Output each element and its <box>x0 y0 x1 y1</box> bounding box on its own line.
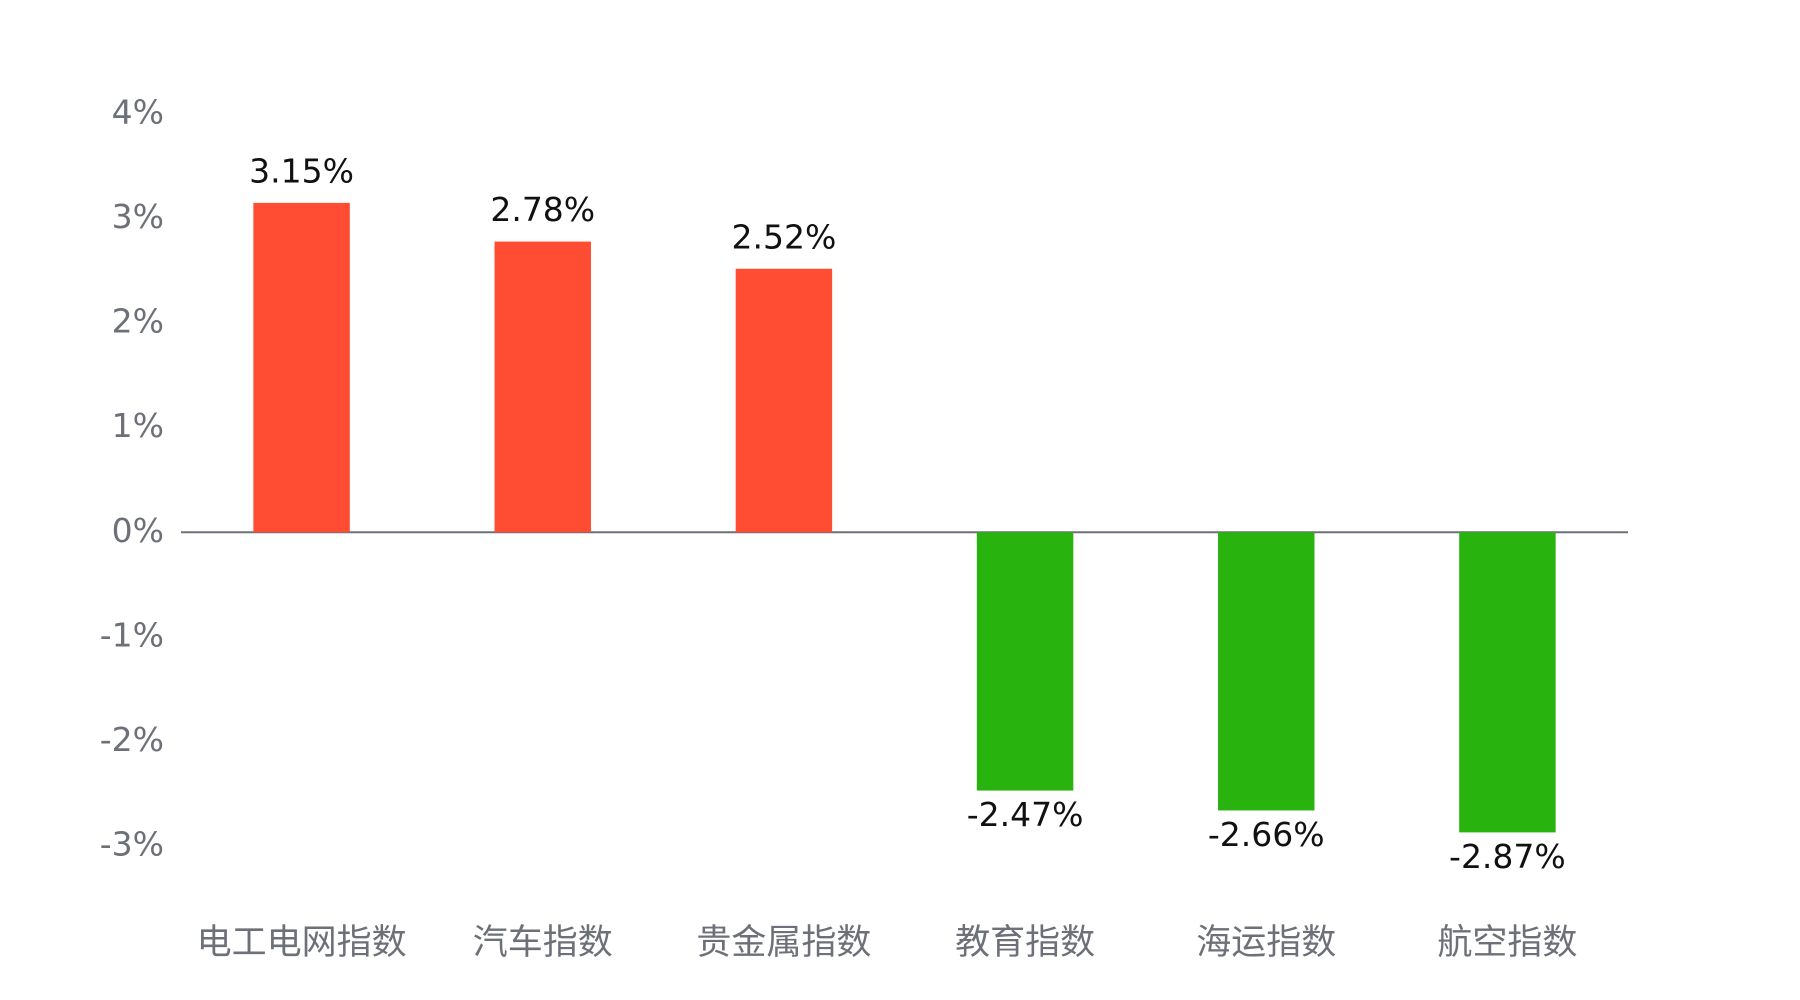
x-tick-label: 电工电网指数 <box>197 923 407 963</box>
value-label: 2.78% <box>490 190 595 229</box>
x-tick-label: 航空指数 <box>1437 923 1577 963</box>
value-label: -2.47% <box>967 795 1084 834</box>
bar <box>976 532 1074 791</box>
x-tick-label: 海运指数 <box>1196 923 1336 963</box>
y-tick-label: -3% <box>100 825 164 864</box>
bar <box>1459 532 1556 833</box>
value-label: -2.66% <box>1208 815 1325 854</box>
x-tick-label: 教育指数 <box>955 923 1095 963</box>
value-label: -2.87% <box>1449 837 1566 876</box>
bar <box>494 241 591 533</box>
x-tick-label: 贵金属指数 <box>696 923 871 963</box>
y-tick-label: 1% <box>112 406 164 445</box>
bar <box>735 268 833 533</box>
x-tick-label: 汽车指数 <box>473 923 613 963</box>
value-label: 2.52% <box>731 217 836 256</box>
value-label: 3.15% <box>249 151 354 190</box>
y-tick-label: 4% <box>112 93 164 132</box>
bar <box>253 202 350 533</box>
y-tick-label: 0% <box>112 511 164 550</box>
y-tick-label: 3% <box>112 197 164 236</box>
y-tick-label: -1% <box>100 615 164 654</box>
y-tick-label: 2% <box>112 302 164 341</box>
y-tick-label: -2% <box>100 720 164 759</box>
bar <box>1218 532 1315 811</box>
